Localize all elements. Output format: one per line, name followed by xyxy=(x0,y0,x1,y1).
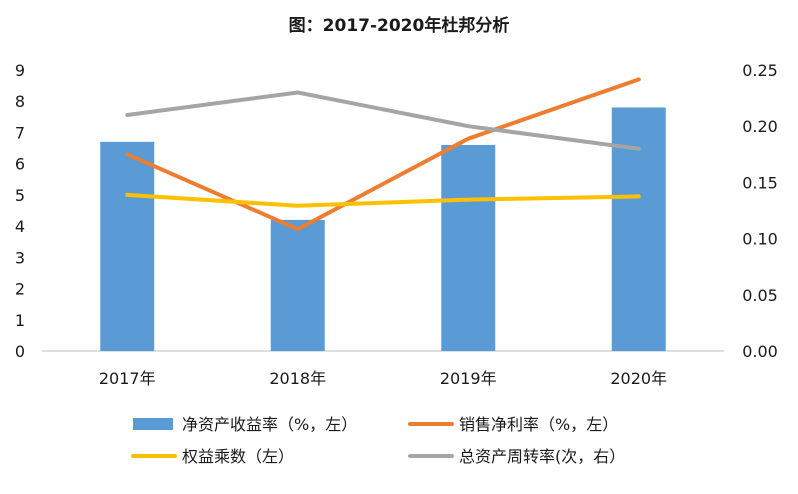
chart-title: 图：2017-2020年杜邦分析 xyxy=(289,15,510,36)
roe-bar xyxy=(100,141,155,351)
category-labels: 2017年 2018年 2019年 2020年 xyxy=(99,369,667,388)
left-axis-ticks: 0 1 2 3 4 5 6 7 8 9 xyxy=(15,61,25,361)
legend: 净资产收益率（%，左） 销售净利率（%，左） 权益乘数（左） 总资产周转率(次，右） xyxy=(131,415,625,466)
left-tick-label: 5 xyxy=(15,186,25,205)
legend-net-margin: 销售净利率（%，左） xyxy=(459,415,618,434)
right-tick-label: 0.05 xyxy=(742,286,778,305)
net-margin-line xyxy=(125,77,641,232)
right-tick-label: 0.00 xyxy=(742,342,778,361)
equity-multiplier-line xyxy=(125,192,641,208)
category-label: 2019年 xyxy=(440,369,497,388)
right-tick-label: 0.15 xyxy=(742,173,778,192)
roe-bar xyxy=(441,144,496,351)
left-tick-label: 1 xyxy=(15,311,25,330)
right-tick-label: 0.25 xyxy=(742,61,778,80)
legend-asset-turnover: 总资产周转率(次，右） xyxy=(459,447,625,466)
left-tick-label: 9 xyxy=(15,61,25,80)
category-label: 2017年 xyxy=(99,369,156,388)
legend-swatch xyxy=(133,418,173,430)
left-tick-label: 4 xyxy=(15,217,25,236)
roe-bar xyxy=(270,219,325,351)
left-tick-label: 6 xyxy=(15,155,25,174)
right-axis-ticks: 0.00 0.05 0.10 0.15 0.20 0.25 xyxy=(742,61,778,361)
right-tick-label: 0.10 xyxy=(742,230,778,249)
category-label: 2018年 xyxy=(269,369,326,388)
left-tick-label: 2 xyxy=(15,280,25,299)
line-series xyxy=(125,77,641,232)
legend-roe: 净资产收益率（%，左） xyxy=(182,415,357,434)
left-tick-label: 0 xyxy=(15,342,25,361)
left-tick-label: 7 xyxy=(15,123,25,142)
roe-bar xyxy=(611,107,666,351)
right-tick-label: 0.20 xyxy=(742,117,778,136)
left-tick-label: 8 xyxy=(15,92,25,111)
category-label: 2020年 xyxy=(610,369,667,388)
asset-turnover-line xyxy=(125,90,641,151)
left-tick-label: 3 xyxy=(15,248,25,267)
legend-equity-multiplier: 权益乘数（左） xyxy=(182,447,294,466)
bar-series xyxy=(100,107,666,351)
